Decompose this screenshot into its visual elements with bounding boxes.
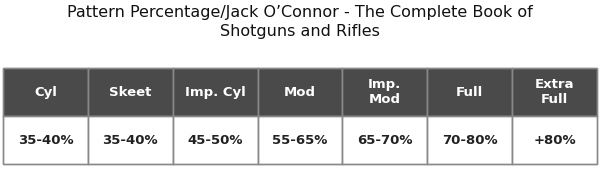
Text: 45-50%: 45-50%: [187, 134, 243, 147]
Bar: [512, 68, 597, 116]
Bar: [3, 68, 88, 116]
Bar: [3, 68, 597, 164]
Text: 35-40%: 35-40%: [17, 134, 73, 147]
Text: Extra
Full: Extra Full: [535, 78, 574, 106]
Text: Skeet: Skeet: [109, 86, 151, 99]
Text: 35-40%: 35-40%: [103, 134, 158, 147]
Text: Full: Full: [456, 86, 484, 99]
Text: 70-80%: 70-80%: [442, 134, 497, 147]
Bar: [257, 68, 343, 116]
Bar: [343, 116, 427, 164]
Text: 65-70%: 65-70%: [357, 134, 413, 147]
Text: Mod: Mod: [284, 86, 316, 99]
Bar: [173, 68, 257, 116]
Text: +80%: +80%: [533, 134, 576, 147]
Text: 55-65%: 55-65%: [272, 134, 328, 147]
Text: Imp.
Mod: Imp. Mod: [368, 78, 401, 106]
Text: Cyl: Cyl: [34, 86, 57, 99]
Bar: [88, 68, 173, 116]
Bar: [343, 68, 427, 116]
Bar: [173, 116, 257, 164]
Bar: [512, 116, 597, 164]
Bar: [257, 116, 343, 164]
Bar: [88, 116, 173, 164]
Bar: [427, 116, 512, 164]
Text: Imp. Cyl: Imp. Cyl: [185, 86, 245, 99]
Bar: [427, 68, 512, 116]
Bar: [3, 116, 88, 164]
Text: Pattern Percentage/Jack O’Connor - The Complete Book of
Shotguns and Rifles: Pattern Percentage/Jack O’Connor - The C…: [67, 5, 533, 39]
